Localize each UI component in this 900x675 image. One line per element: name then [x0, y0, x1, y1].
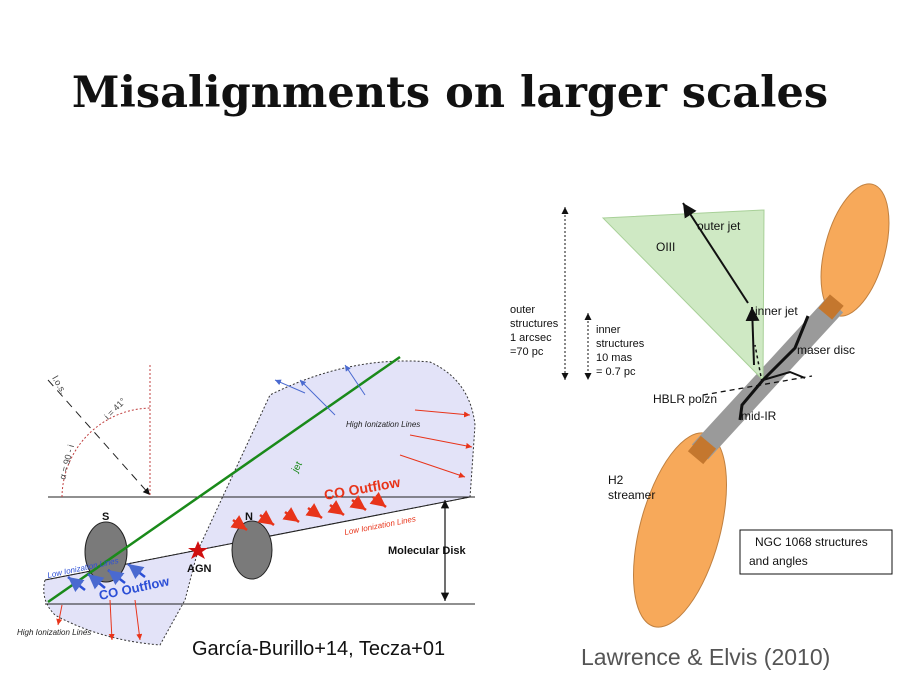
- left-diagram: l.o.s. i = 41° α = 90 - i High Ionizatio…: [17, 355, 476, 646]
- outer-structures-label: outer structures 1 arcsec =70 pc: [510, 304, 561, 358]
- agn-label: AGN: [187, 563, 212, 575]
- caption-right: Lawrence & Elvis (2010): [581, 644, 831, 670]
- s-label: S: [102, 511, 109, 523]
- h2-streamer-label: H2 streamer: [608, 473, 655, 502]
- jet-label: jet: [290, 460, 305, 476]
- outer-jet-label: outer jet: [697, 219, 741, 233]
- n-label: N: [245, 511, 253, 523]
- n-blob: [231, 520, 273, 580]
- alpha-label: α = 90 - i: [57, 444, 76, 481]
- oiii-label: OIII: [656, 240, 675, 254]
- lower-ionization-cone: [43, 549, 199, 646]
- slide-title: Misalignments on larger scales: [71, 68, 829, 118]
- ngc-box: [739, 529, 893, 575]
- los-label: l.o.s.: [50, 374, 68, 395]
- maser-disc-label: maser disc: [797, 343, 855, 357]
- jet-line: [47, 355, 401, 604]
- mid-ir-label: mid-IR: [741, 409, 777, 423]
- right-diagram: outer structures 1 arcsec =70 pc inner s…: [510, 183, 893, 628]
- high-ion-upper-label: High Ionization Lines: [346, 420, 420, 429]
- s-blob: [84, 521, 128, 583]
- molecular-disk-label: Molecular Disk: [388, 545, 467, 557]
- hblr-label: HBLR polzn: [653, 392, 717, 406]
- ngc-box-text: NGC 1068 structures and angles: [749, 535, 871, 568]
- high-ion-lower-label: High Ionization Lines: [17, 628, 91, 637]
- upper-lobe: [820, 183, 890, 317]
- inner-jet-label: inner jet: [755, 304, 798, 318]
- incl-label: i = 41°: [102, 396, 128, 422]
- caption-left: García-Burillo+14, Tecza+01: [192, 638, 446, 660]
- lower-lobe: [632, 432, 728, 628]
- agn-star: [188, 541, 208, 559]
- inner-structures-label: inner structures 10 mas = 0.7 pc: [596, 324, 647, 378]
- upper-ionization-cone: [197, 360, 476, 551]
